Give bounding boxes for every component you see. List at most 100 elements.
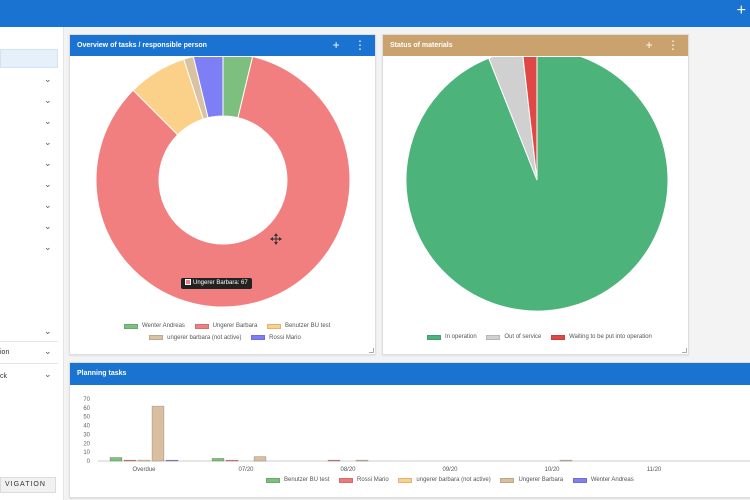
- planning-legend: Benutzer BU test Rossi Mario ungerer bar…: [262, 477, 638, 485]
- y-tick-label: 60: [83, 406, 90, 412]
- chevron-down-icon[interactable]: ⌄: [44, 138, 52, 148]
- y-tick-label: 40: [83, 424, 90, 430]
- sidebar-item-label[interactable]: ck: [0, 373, 7, 380]
- legend-label: Benutzer BU test: [284, 477, 330, 483]
- tooltip-text: Ungerer Barbara: 67: [193, 280, 248, 286]
- legend-item[interactable]: Benutzer BU test: [266, 323, 331, 329]
- bar-rossi-mario[interactable]: [327, 459, 341, 462]
- legend-label: Wenter Andreas: [142, 323, 185, 329]
- legend-item[interactable]: Wenter Andreas: [572, 477, 634, 483]
- legend-label: Ungerer Barbara: [212, 323, 258, 329]
- legend-item[interactable]: Rossi Mario: [251, 335, 301, 341]
- legend-label: ungerer barbara (not active): [167, 334, 242, 341]
- x-tick-label: 08/20: [340, 467, 356, 473]
- legend-label: Rossi Mario: [357, 477, 389, 483]
- sidebar-item-label[interactable]: ion: [0, 349, 10, 356]
- bar-benutzer-bu-test[interactable]: [109, 457, 123, 462]
- materials-card: Status of materials + ⋮ In operation Out…: [382, 34, 689, 355]
- chevron-down-icon[interactable]: ⌄: [44, 327, 52, 337]
- planning-bar-chart[interactable]: 0 10 20 30 40 50 60 70 Overdue 07/20 08/20 09/20 10/…: [70, 391, 750, 481]
- legend-item[interactable]: Ungerer Barbara: [500, 477, 563, 483]
- materials-card-header: Status of materials + ⋮: [383, 35, 688, 56]
- legend-item[interactable]: ungerer barbara (not active): [398, 477, 491, 483]
- legend-item[interactable]: Benutzer BU test: [266, 477, 329, 483]
- chevron-down-icon[interactable]: ⌄: [44, 201, 52, 211]
- legend-item[interactable]: Waiting to be put into operation: [551, 334, 652, 340]
- x-tick-label: 07/20: [238, 467, 254, 473]
- sidebar-divider: [0, 363, 58, 364]
- tasks-card: Overview of tasks / responsible person +…: [69, 34, 376, 355]
- chevron-down-icon[interactable]: ⌄: [44, 75, 52, 85]
- more-vert-icon[interactable]: ⋮: [354, 38, 366, 52]
- card-title: Planning tasks: [77, 370, 127, 377]
- plus-icon[interactable]: +: [736, 2, 746, 19]
- y-tick-label: 0: [87, 459, 91, 465]
- legend-label: Wenter Andreas: [590, 477, 634, 483]
- y-tick-label: 30: [83, 432, 90, 438]
- bar-ungerer-barbara[interactable]: [253, 456, 267, 462]
- tasks-legend: Wenter Andreas Ungerer Barbara Benutzer …: [120, 323, 330, 342]
- bar-rossi-mario[interactable]: [225, 459, 239, 462]
- y-tick-label: 50: [83, 415, 90, 421]
- sidebar-item-active[interactable]: [0, 49, 58, 68]
- top-app-bar: +: [0, 0, 750, 27]
- bar-wenter-andreas[interactable]: [165, 459, 179, 462]
- bar-ungerer-barbara[interactable]: [355, 459, 369, 462]
- chart-tooltip: Ungerer Barbara: 67: [181, 278, 252, 289]
- legend-item[interactable]: ungerer barbara (not active): [149, 334, 242, 341]
- pie-slice-ungerer-barbara[interactable]: [95, 57, 351, 308]
- planning-card: Planning tasks 0 10 20 30 40 50 60 70 Overdue 07/…: [69, 362, 750, 498]
- move-cursor-icon: [270, 233, 282, 245]
- legend-label: ungerer barbara (not active): [416, 477, 491, 483]
- pie-slice-in-operation[interactable]: [405, 57, 669, 312]
- legend-label: Out of service: [504, 334, 542, 340]
- pie-slice-rossi-mario[interactable]: [192, 57, 224, 119]
- y-tick-label: 70: [83, 397, 90, 403]
- bar-ungerer-barbara-not-active-[interactable]: [137, 459, 151, 462]
- legend-label: Waiting to be put into operation: [569, 334, 652, 340]
- sidebar: ⌄ ⌄ ⌄ ⌄ ⌄ ⌄ ⌄ ⌄ ⌄ ⌄ ion ⌄ ck ⌄ VIGATION: [0, 27, 64, 500]
- sidebar-divider: [0, 341, 58, 342]
- bar-ungerer-barbara[interactable]: [559, 459, 573, 462]
- resize-handle[interactable]: [369, 348, 374, 353]
- resize-handle[interactable]: [682, 348, 687, 353]
- x-tick-label: 11/20: [647, 467, 662, 473]
- materials-legend: In operation Out of service Waiting to b…: [423, 334, 656, 342]
- card-title: Status of materials: [390, 42, 453, 49]
- chevron-down-icon[interactable]: ⌄: [44, 370, 52, 380]
- pie-slice-out-of-service[interactable]: [488, 57, 538, 181]
- planning-card-header: Planning tasks: [70, 363, 750, 385]
- bar-ungerer-barbara[interactable]: [151, 405, 165, 462]
- legend-item[interactable]: Ungerer Barbara: [194, 323, 258, 329]
- legend-item[interactable]: Wenter Andreas: [124, 323, 185, 329]
- card-title: Overview of tasks / responsible person: [77, 42, 207, 49]
- chevron-down-icon[interactable]: ⌄: [44, 243, 52, 253]
- pie-slice-waiting-to-be-put-into-operation[interactable]: [522, 57, 538, 181]
- legend-item[interactable]: Out of service: [486, 334, 541, 340]
- add-icon[interactable]: +: [645, 38, 653, 52]
- y-tick-label: 10: [83, 450, 90, 456]
- bar-benutzer-bu-test[interactable]: [211, 458, 225, 462]
- legend-label: In operation: [445, 334, 477, 340]
- chevron-down-icon[interactable]: ⌄: [44, 180, 52, 190]
- chevron-down-icon[interactable]: ⌄: [44, 222, 52, 232]
- chevron-down-icon[interactable]: ⌄: [44, 117, 52, 127]
- chevron-down-icon[interactable]: ⌄: [44, 96, 52, 106]
- more-vert-icon[interactable]: ⋮: [667, 38, 679, 52]
- legend-label: Benutzer BU test: [284, 323, 331, 329]
- materials-pie-chart[interactable]: [383, 57, 688, 327]
- chevron-down-icon[interactable]: ⌄: [44, 347, 52, 357]
- bar-rossi-mario[interactable]: [123, 459, 137, 462]
- add-icon[interactable]: +: [332, 38, 340, 52]
- legend-label: Ungerer Barbara: [518, 477, 564, 483]
- x-tick-label: 09/20: [442, 467, 458, 473]
- x-tick-label: 10/20: [544, 467, 560, 473]
- chevron-down-icon[interactable]: ⌄: [44, 159, 52, 169]
- tasks-card-header: Overview of tasks / responsible person +…: [70, 35, 375, 56]
- legend-item[interactable]: Rossi Mario: [339, 477, 389, 483]
- x-tick-label: Overdue: [132, 467, 156, 473]
- y-tick-label: 20: [83, 441, 90, 447]
- legend-item[interactable]: In operation: [427, 334, 477, 340]
- navigation-button[interactable]: VIGATION: [0, 477, 56, 493]
- tasks-donut-chart[interactable]: [70, 57, 375, 327]
